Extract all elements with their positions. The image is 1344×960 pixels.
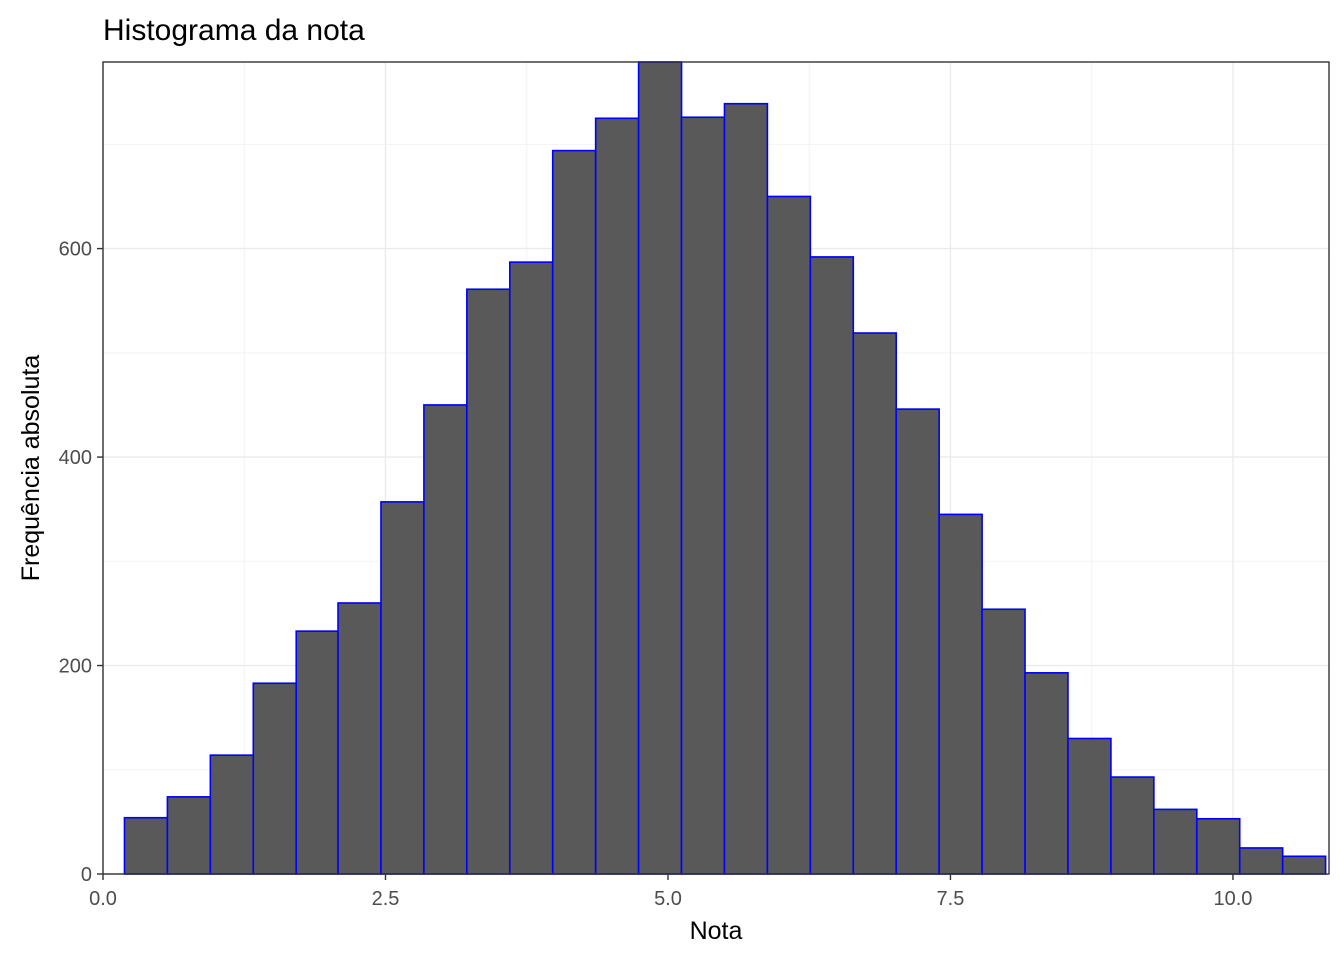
histogram-bar	[466, 288, 511, 875]
y-tick-label: 600	[59, 239, 92, 261]
x-tick-label: 2.5	[372, 888, 400, 910]
histogram-bar	[938, 513, 983, 875]
histogram-bar	[594, 117, 640, 875]
histogram-bar	[166, 796, 212, 875]
histogram-bar	[723, 102, 769, 875]
histogram-bar	[1153, 808, 1198, 875]
histogram-bar	[637, 61, 683, 875]
x-tick-label: 0.0	[89, 888, 117, 910]
histogram-bar	[337, 602, 382, 875]
histogram-bar	[680, 116, 726, 875]
chart-title: Histograma da nota	[103, 14, 365, 47]
histogram-bar	[295, 630, 339, 875]
y-tick-label: 200	[59, 656, 92, 678]
y-axis: 0 200 400 600	[59, 239, 103, 886]
histogram-bar	[1195, 817, 1241, 875]
histogram-bar	[423, 404, 468, 875]
y-tick-label: 400	[59, 447, 92, 469]
x-axis: 0.0 2.5 5.0 7.5 10.0	[89, 874, 1252, 910]
histogram-bar	[895, 408, 940, 875]
histogram-bar	[1024, 672, 1069, 875]
histogram-bar	[508, 261, 554, 875]
x-tick-label: 10.0	[1213, 888, 1252, 910]
y-tick-label: 0	[81, 864, 92, 886]
histogram-bar	[852, 332, 898, 875]
histogram-bar	[551, 149, 597, 875]
histogram-bar	[766, 195, 812, 875]
histogram-bars	[123, 61, 1327, 875]
histogram-bar	[809, 256, 855, 875]
y-axis-title: Frequência absoluta	[17, 355, 45, 582]
histogram-bar	[1281, 855, 1327, 875]
histogram-bar	[981, 608, 1026, 875]
x-tick-label: 5.0	[654, 888, 682, 910]
x-tick-label: 7.5	[937, 888, 965, 910]
histogram-bar	[380, 501, 425, 875]
histogram-bar	[252, 682, 298, 875]
histogram-bar	[1110, 776, 1155, 875]
histogram-bar	[123, 816, 169, 875]
histogram-bar	[209, 754, 255, 875]
histogram-bar	[1238, 847, 1284, 875]
histogram-bar	[1067, 737, 1112, 875]
x-axis-title: Nota	[690, 917, 743, 945]
plot-panel-border	[102, 61, 1330, 875]
